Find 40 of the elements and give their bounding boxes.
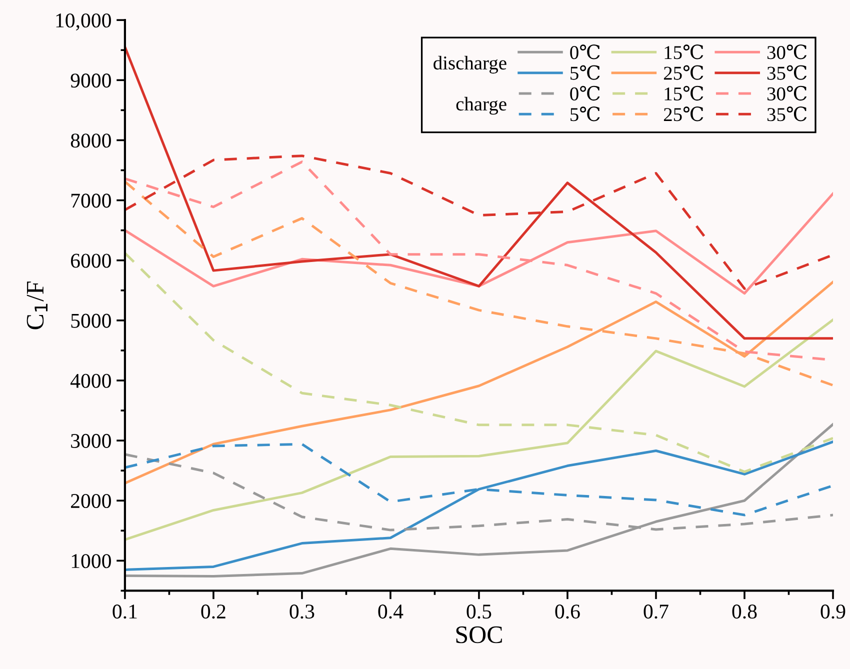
x-tick-label: 0.5 bbox=[466, 604, 492, 619]
legend-label: 25℃ bbox=[664, 65, 704, 80]
y-tick-label: 8000 bbox=[70, 134, 111, 148]
legend-label: 30℃ bbox=[767, 44, 807, 60]
y-tick-label: 3000 bbox=[71, 434, 111, 448]
legend-label: 0℃ bbox=[570, 44, 600, 60]
y-tick-label: 5000 bbox=[71, 314, 111, 328]
x-tick-label: 0.3 bbox=[290, 604, 314, 619]
y-tick-label: 2000 bbox=[71, 494, 111, 508]
annotation: discharge bbox=[434, 56, 506, 74]
legend-label: 5℃ bbox=[570, 65, 600, 80]
y-tick-label: 9000 bbox=[70, 74, 111, 88]
y-tick-label: 1000 bbox=[72, 554, 111, 568]
line-series bbox=[124, 318, 833, 541]
x-tick-label: 0.4 bbox=[378, 604, 404, 619]
x-tick-label: 0.7 bbox=[644, 604, 668, 619]
x-tick-label: 0.9 bbox=[820, 604, 846, 619]
line-series bbox=[124, 423, 833, 578]
y-tick-label: 4000 bbox=[70, 374, 111, 388]
x-tick-label: 0.6 bbox=[555, 604, 580, 619]
legend-label: 15℃ bbox=[664, 44, 704, 60]
annotation: charge bbox=[456, 96, 506, 115]
x-axis-title: SOC bbox=[456, 626, 502, 644]
legend-label: 25℃ bbox=[664, 106, 704, 122]
legend-label: 15℃ bbox=[664, 86, 704, 101]
line-series bbox=[124, 440, 833, 571]
y-tick-label: 6000 bbox=[70, 254, 111, 268]
legend-label: 30℃ bbox=[767, 86, 807, 101]
x-tick-label: 0.2 bbox=[201, 604, 226, 619]
y-axis-title: C$_{1}$/F bbox=[26, 282, 48, 330]
x-tick-label: 0.8 bbox=[732, 604, 757, 619]
y-tick-label: 7000 bbox=[71, 194, 111, 208]
y-tick-label: 10,000 bbox=[56, 13, 111, 30]
legend-label: 35℃ bbox=[767, 65, 807, 80]
legend-label: 35℃ bbox=[767, 106, 807, 122]
legend-label: 5℃ bbox=[570, 106, 600, 122]
x-tick-label: 0.1 bbox=[112, 604, 137, 619]
line-series bbox=[124, 252, 833, 474]
legend-label: 0℃ bbox=[570, 86, 600, 101]
line-series bbox=[124, 46, 833, 340]
